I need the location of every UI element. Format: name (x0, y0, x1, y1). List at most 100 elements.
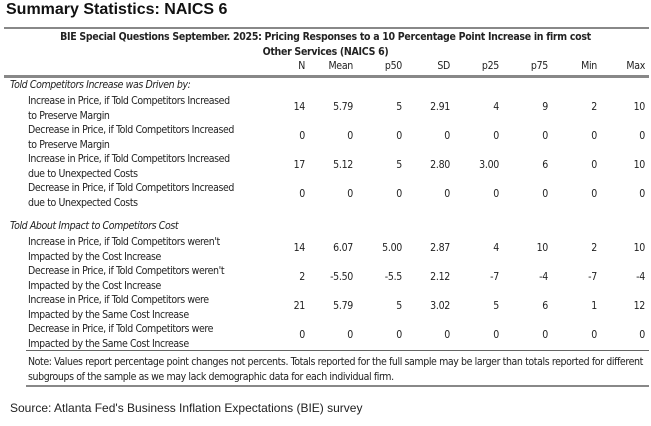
cell-p50: 5 (396, 101, 402, 113)
cell-p25: 4 (493, 242, 499, 254)
column-header-n: N (298, 60, 305, 72)
row-label: Decrease in Price, if Told Competitors w… (28, 264, 278, 293)
cell-mean: 0 (347, 130, 353, 142)
column-header-mean: Mean (328, 60, 353, 72)
cell-min: 2 (591, 242, 597, 254)
top-rule (4, 27, 649, 29)
cell-p25: 0 (493, 130, 499, 142)
row-label-line1: Decrease in Price, if Told Competitors I… (28, 182, 234, 194)
cell-min: 0 (591, 188, 597, 200)
cell-n: 17 (293, 159, 306, 171)
cell-max: 0 (639, 329, 645, 341)
row-label-line2: to Preserve Margin (28, 109, 110, 122)
cell-p50: -5.5 (384, 271, 403, 283)
cell-mean: -5.50 (330, 271, 353, 283)
cell-min: 1 (591, 300, 597, 312)
cell-p50: 0 (396, 188, 402, 200)
cell-p25: 5 (493, 300, 499, 312)
cell-n: 14 (293, 242, 306, 254)
cell-p50: 0 (396, 130, 402, 142)
cell-p25: 4 (493, 101, 499, 113)
column-header-p75: p75 (530, 60, 548, 72)
cell-p75: 9 (542, 101, 548, 113)
cell-max: -4 (636, 271, 645, 283)
cell-n: 0 (299, 130, 305, 142)
row-label-line1: Decrease in Price, if Told Competitors w… (28, 265, 225, 277)
cell-min: 0 (591, 159, 597, 171)
cell-sd: 2.12 (430, 271, 450, 283)
source-text: Source: Atlanta Fed's Business Inflation… (10, 401, 363, 415)
section-label: Told Competitors Increase was Driven by: (10, 79, 191, 91)
cell-sd: 2.91 (430, 101, 450, 113)
row-label: Decrease in Price, if Told Competitors w… (28, 322, 278, 351)
cell-sd: 2.87 (430, 242, 450, 254)
cell-n: 2 (299, 271, 305, 283)
table-header-line1: BIE Special Questions September. 2025: P… (60, 31, 591, 43)
cell-p50: 0 (396, 329, 402, 341)
cell-min: 0 (591, 130, 597, 142)
row-label: Increase in Price, if Told Competitors I… (28, 94, 278, 123)
cell-sd: 0 (444, 329, 450, 341)
cell-n: 0 (299, 188, 305, 200)
cell-min: 2 (591, 101, 597, 113)
cell-p50: 5 (396, 159, 402, 171)
cell-p75: 6 (542, 159, 548, 171)
cell-max: 10 (633, 101, 646, 113)
cell-mean: 6.07 (333, 242, 353, 254)
cell-p25: -7 (490, 271, 499, 283)
row-label: Increase in Price, if Told Competitors w… (28, 235, 278, 264)
cell-max: 10 (633, 242, 646, 254)
cell-n: 14 (293, 101, 306, 113)
cell-mean: 0 (347, 188, 353, 200)
cell-max: 12 (633, 300, 646, 312)
cell-p75: 6 (542, 300, 548, 312)
row-label: Increase in Price, if Told Competitors I… (28, 152, 278, 181)
row-label: Decrease in Price, if Told Competitors I… (28, 123, 278, 152)
note-bottom-rule (26, 385, 649, 387)
row-label-line2: Impacted by the Same Cost Increase (28, 337, 189, 350)
row-label-line2: to Preserve Margin (28, 138, 110, 151)
cell-p50: 5 (396, 300, 402, 312)
column-header-max: Max (626, 60, 645, 72)
cell-min: 0 (591, 329, 597, 341)
row-label-line1: Increase in Price, if Told Competitors I… (28, 95, 230, 107)
row-label-line1: Increase in Price, if Told Competitors w… (28, 236, 220, 248)
column-header-sd: SD (437, 60, 450, 72)
cell-n: 21 (293, 300, 306, 312)
note-top-rule (26, 350, 649, 351)
column-header-min: Min (581, 60, 597, 72)
row-label-line2: Impacted by the Cost Increase (28, 279, 161, 292)
header-rule (4, 75, 649, 78)
cell-p75: 10 (536, 242, 549, 254)
cell-min: -7 (588, 271, 597, 283)
row-label-line2: due to Unexpected Costs (28, 196, 138, 209)
row-label: Increase in Price, if Told Competitors w… (28, 293, 278, 322)
page-title: Summary Statistics: NAICS 6 (6, 1, 228, 18)
cell-sd: 0 (444, 188, 450, 200)
cell-p75: -4 (539, 271, 548, 283)
cell-mean: 0 (347, 329, 353, 341)
cell-mean: 5.79 (333, 300, 353, 312)
section-label: Told About Impact to Competitors Cost (10, 220, 179, 232)
cell-p75: 0 (542, 130, 548, 142)
cell-sd: 2.80 (430, 159, 450, 171)
row-label-line1: Increase in Price, if Told Competitors w… (28, 294, 209, 306)
row-label-line1: Decrease in Price, if Told Competitors w… (28, 323, 214, 335)
cell-sd: 0 (444, 130, 450, 142)
cell-p25: 0 (493, 329, 499, 341)
cell-max: 0 (639, 130, 645, 142)
table-header-line2: Other Services (NAICS 6) (262, 46, 389, 58)
cell-p25: 3.00 (479, 159, 499, 171)
cell-sd: 3.02 (430, 300, 450, 312)
row-label-line2: due to Unexpected Costs (28, 167, 138, 180)
cell-p50: 5.00 (382, 242, 402, 254)
cell-max: 0 (639, 188, 645, 200)
column-header-p50: p50 (384, 60, 402, 72)
row-label-line1: Decrease in Price, if Told Competitors I… (28, 124, 234, 136)
cell-n: 0 (299, 329, 305, 341)
row-label-line1: Increase in Price, if Told Competitors I… (28, 153, 230, 165)
cell-p25: 0 (493, 188, 499, 200)
cell-max: 10 (633, 159, 646, 171)
column-header-p25: p25 (481, 60, 499, 72)
table-note: Note: Values report percentage point cha… (28, 356, 643, 383)
